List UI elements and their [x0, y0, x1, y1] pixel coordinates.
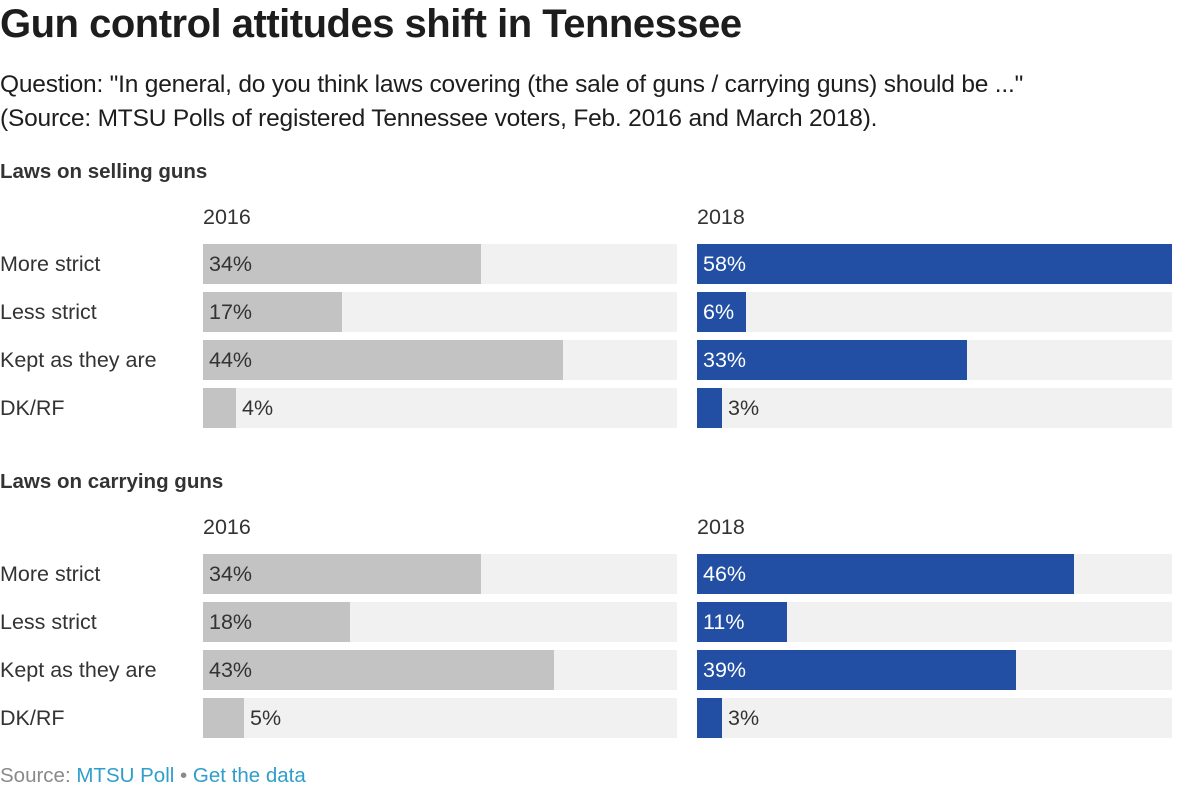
bar-2016	[203, 244, 481, 284]
footer-source-label: Source:	[0, 764, 77, 787]
bar-2018	[697, 602, 787, 642]
bar-2016	[203, 554, 481, 594]
bar-2018	[697, 388, 722, 428]
bar-track: 5%	[203, 698, 677, 738]
bar-track: 33%	[697, 340, 1172, 380]
bar-value-label: 3%	[728, 396, 760, 420]
bar-value-label: 44%	[209, 348, 253, 372]
bar-value-label: 18%	[209, 610, 253, 634]
bar-track: 34%	[203, 244, 677, 284]
bar-track: 58%	[697, 244, 1172, 284]
bar-value-label: 6%	[703, 300, 735, 324]
category-label: DK/RF	[0, 396, 65, 420]
bar-track: 18%	[203, 602, 677, 642]
bar-value-label: 34%	[209, 562, 253, 586]
footer: Source: MTSU Poll • Get the data	[0, 764, 306, 788]
category-label: Kept as they are	[0, 658, 157, 682]
footer-separator: •	[174, 764, 193, 787]
bar-track: 6%	[697, 292, 1172, 332]
column-header-2016: 2016	[203, 515, 251, 539]
bar-2018	[697, 340, 967, 380]
bar-value-label: 34%	[209, 252, 253, 276]
bar-track: 3%	[697, 388, 1172, 428]
bar-value-label: 33%	[703, 348, 747, 372]
bar-value-label: 39%	[703, 658, 747, 682]
category-label: More strict	[0, 562, 101, 586]
bar-2018	[697, 698, 722, 738]
bar-2016	[203, 340, 563, 380]
category-label: DK/RF	[0, 706, 65, 730]
bar-track: 43%	[203, 650, 677, 690]
subtitle-question: Question: "In general, do you think laws…	[0, 71, 1024, 98]
bar-track: 3%	[697, 698, 1172, 738]
bar-2016	[203, 388, 236, 428]
section-title: Laws on selling guns	[0, 160, 208, 183]
bar-value-label: 17%	[209, 300, 253, 324]
bar-track: 44%	[203, 340, 677, 380]
chart-title: Gun control attitudes shift in Tennessee	[0, 2, 742, 46]
bar-2016	[203, 698, 244, 738]
source-link[interactable]: MTSU Poll	[76, 764, 175, 787]
column-header-2018: 2018	[697, 515, 745, 539]
bar-track: 17%	[203, 292, 677, 332]
bar-2016	[203, 602, 350, 642]
category-label: Kept as they are	[0, 348, 157, 372]
chart-subtitle: Question: "In general, do you think laws…	[0, 68, 1023, 136]
category-label: Less strict	[0, 610, 97, 634]
bar-value-label: 43%	[209, 658, 253, 682]
subtitle-source: (Source: MTSU Polls of registered Tennes…	[0, 105, 878, 132]
column-header-2018: 2018	[697, 205, 745, 229]
bar-2018	[697, 650, 1016, 690]
category-label: Less strict	[0, 300, 97, 324]
bar-value-label: 11%	[703, 610, 745, 634]
section-title: Laws on carrying guns	[0, 470, 224, 493]
get-the-data-link[interactable]: Get the data	[192, 764, 306, 787]
column-header-2016: 2016	[203, 205, 251, 229]
category-label: More strict	[0, 252, 101, 276]
bar-track: 34%	[203, 554, 677, 594]
bar-2018	[697, 292, 746, 332]
bar-2018	[697, 554, 1074, 594]
bar-2018	[697, 244, 1172, 284]
bar-value-label: 58%	[703, 252, 747, 276]
bar-2016	[203, 650, 554, 690]
bar-value-label: 4%	[242, 396, 274, 420]
bar-2016	[203, 292, 342, 332]
bar-value-label: 3%	[728, 706, 760, 730]
bar-track: 46%	[697, 554, 1172, 594]
bar-value-label: 46%	[703, 562, 747, 586]
bar-value-label: 5%	[250, 706, 282, 730]
bar-track: 39%	[697, 650, 1172, 690]
bar-track: 4%	[203, 388, 677, 428]
bar-track: 11%	[697, 602, 1172, 642]
